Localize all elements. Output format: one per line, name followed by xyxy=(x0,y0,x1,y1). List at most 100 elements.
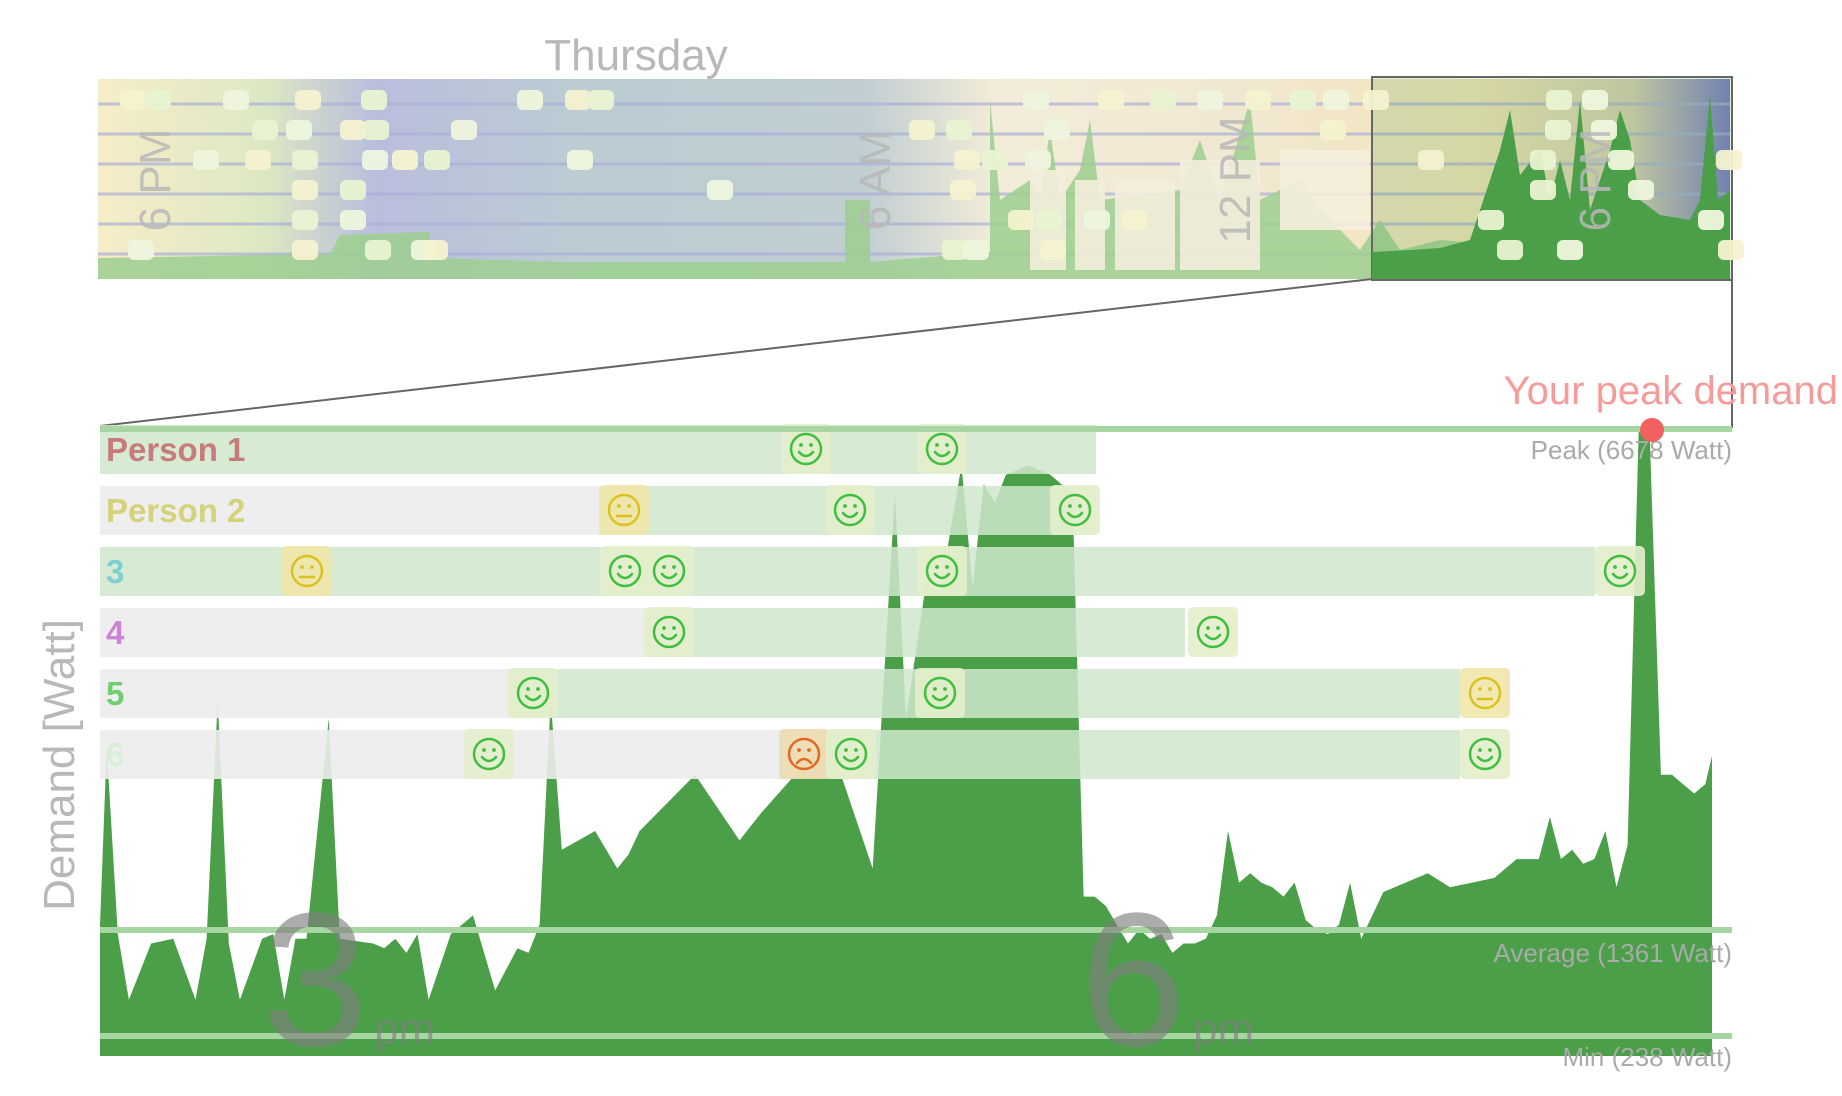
activity-row: Person 1 xyxy=(100,424,1096,474)
average-label: Average (1361 Watt) xyxy=(1494,938,1732,968)
overview-marker xyxy=(223,90,249,110)
overview-marker xyxy=(1478,210,1504,230)
activity-row-label: 6 xyxy=(106,736,124,773)
overview-marker xyxy=(295,90,321,110)
overview-marker xyxy=(361,90,387,110)
overview-marker xyxy=(950,180,976,200)
mood-happy-icon xyxy=(1595,546,1645,596)
overview-marker xyxy=(909,120,935,140)
presence-band xyxy=(510,669,1460,718)
overview-marker xyxy=(292,150,318,170)
overview-marker xyxy=(707,180,733,200)
overview-strip: Thursday 6 PM 6 AM 12 PM 6 PM xyxy=(98,31,1744,281)
y-axis-label: Demand [Watt] xyxy=(35,619,84,911)
overview-marker xyxy=(1628,180,1654,200)
mood-happy-icon xyxy=(644,607,694,657)
overview-marker xyxy=(422,240,448,260)
zoom-connector xyxy=(99,278,1733,428)
absence-band xyxy=(100,669,510,718)
mood-happy-icon xyxy=(464,729,514,779)
overview-marker xyxy=(292,180,318,200)
mood-happy-icon xyxy=(1460,729,1510,779)
overview-marker xyxy=(1197,90,1223,110)
overview-marker xyxy=(1363,90,1389,110)
overview-marker xyxy=(1320,120,1346,140)
overview-marker xyxy=(942,240,968,260)
activity-row: 4 xyxy=(100,607,1238,657)
absence-band xyxy=(100,608,646,657)
overview-marker xyxy=(588,90,614,110)
overview-marker xyxy=(252,120,278,140)
overview-marker xyxy=(517,90,543,110)
overview-marker xyxy=(1698,210,1724,230)
hour-label-3-suffix: pm xyxy=(374,1005,435,1054)
overview-marker xyxy=(120,90,146,110)
activity-row-label: Person 1 xyxy=(106,431,245,468)
overview-marker xyxy=(1084,210,1110,230)
overview-marker xyxy=(1323,90,1349,110)
overview-marker xyxy=(565,90,591,110)
mood-happy-icon xyxy=(917,546,967,596)
overview-marker xyxy=(1582,90,1608,110)
activity-row: 3 xyxy=(100,546,1645,596)
overview-time-6pm-end: 6 PM xyxy=(1571,129,1620,232)
activity-row-label: 5 xyxy=(106,675,124,712)
overview-markers xyxy=(120,90,1744,260)
overview-marker xyxy=(963,240,989,260)
overview-marker xyxy=(1044,120,1070,140)
mood-happy-icon xyxy=(781,424,831,474)
mood-happy-icon xyxy=(1050,485,1100,535)
mood-sad-icon xyxy=(779,729,829,779)
overview-marker xyxy=(1497,240,1523,260)
overview-marker xyxy=(245,150,271,170)
overview-marker xyxy=(1121,210,1147,230)
mood-happy-icon xyxy=(644,546,694,596)
overview-marker xyxy=(451,120,477,140)
presence-band xyxy=(780,730,1460,779)
overview-marker xyxy=(946,120,972,140)
activity-row-label: 4 xyxy=(106,614,125,651)
overview-marker xyxy=(982,150,1008,170)
overview-marker xyxy=(1036,210,1062,230)
activity-row: 6 xyxy=(100,729,1510,779)
overview-marker xyxy=(286,120,312,140)
overview-marker xyxy=(1245,90,1271,110)
hour-label-3: 3 xyxy=(262,874,368,1086)
peak-marker xyxy=(1640,418,1664,442)
mood-happy-icon xyxy=(508,668,558,718)
mood-happy-icon xyxy=(917,424,967,474)
overview-marker xyxy=(193,150,219,170)
overview-marker xyxy=(1418,150,1444,170)
overview-time-6am: 6 AM xyxy=(851,130,900,230)
peak-callout: Your peak demand xyxy=(1504,369,1838,413)
overview-zoom-demand xyxy=(1372,95,1730,279)
activity-row: Person 2 xyxy=(100,485,1100,535)
mood-happy-icon xyxy=(825,485,875,535)
overview-marker xyxy=(1530,180,1556,200)
overview-marker xyxy=(292,240,318,260)
absence-band xyxy=(100,486,600,535)
overview-marker xyxy=(365,240,391,260)
mood-happy-icon xyxy=(915,668,965,718)
presence-band xyxy=(100,547,1595,596)
presence-band xyxy=(646,608,1185,657)
overview-marker xyxy=(1150,90,1176,110)
overview-marker xyxy=(1718,240,1744,260)
overview-marker xyxy=(1008,210,1034,230)
overview-marker xyxy=(362,150,388,170)
peak-line xyxy=(100,426,1732,432)
mood-neutral-icon xyxy=(1460,668,1510,718)
mood-happy-icon xyxy=(826,729,876,779)
overview-time-6pm-start: 6 PM xyxy=(131,129,180,232)
overview-marker xyxy=(363,120,389,140)
activity-row-label: 3 xyxy=(106,553,124,590)
overview-marker xyxy=(1591,120,1617,140)
overview-marker xyxy=(1025,150,1051,170)
mood-neutral-icon xyxy=(599,485,649,535)
overview-marker xyxy=(424,150,450,170)
activity-row: 5 xyxy=(100,668,1510,718)
average-line xyxy=(100,927,1732,933)
overview-marker xyxy=(1545,120,1571,140)
mood-happy-icon xyxy=(600,546,650,596)
